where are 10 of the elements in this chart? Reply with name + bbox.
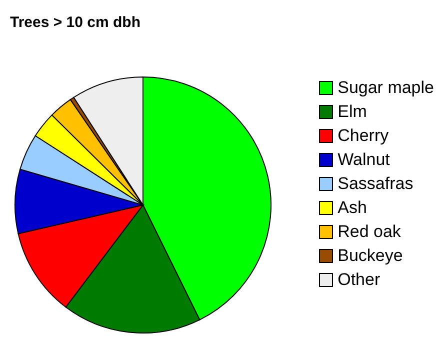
legend-label: Buckeye [338, 245, 403, 267]
legend-label: Elm [338, 101, 367, 123]
legend-label: Red oak [338, 221, 401, 243]
legend-label: Sassafras [338, 173, 414, 195]
legend-label: Other [338, 269, 380, 291]
legend-label: Ash [338, 197, 367, 219]
legend-label: Sugar maple [338, 77, 434, 99]
legend-label: Walnut [338, 149, 390, 171]
chart-title: Trees > 10 cm dbh [10, 14, 140, 31]
legend-label: Cherry [338, 125, 389, 147]
